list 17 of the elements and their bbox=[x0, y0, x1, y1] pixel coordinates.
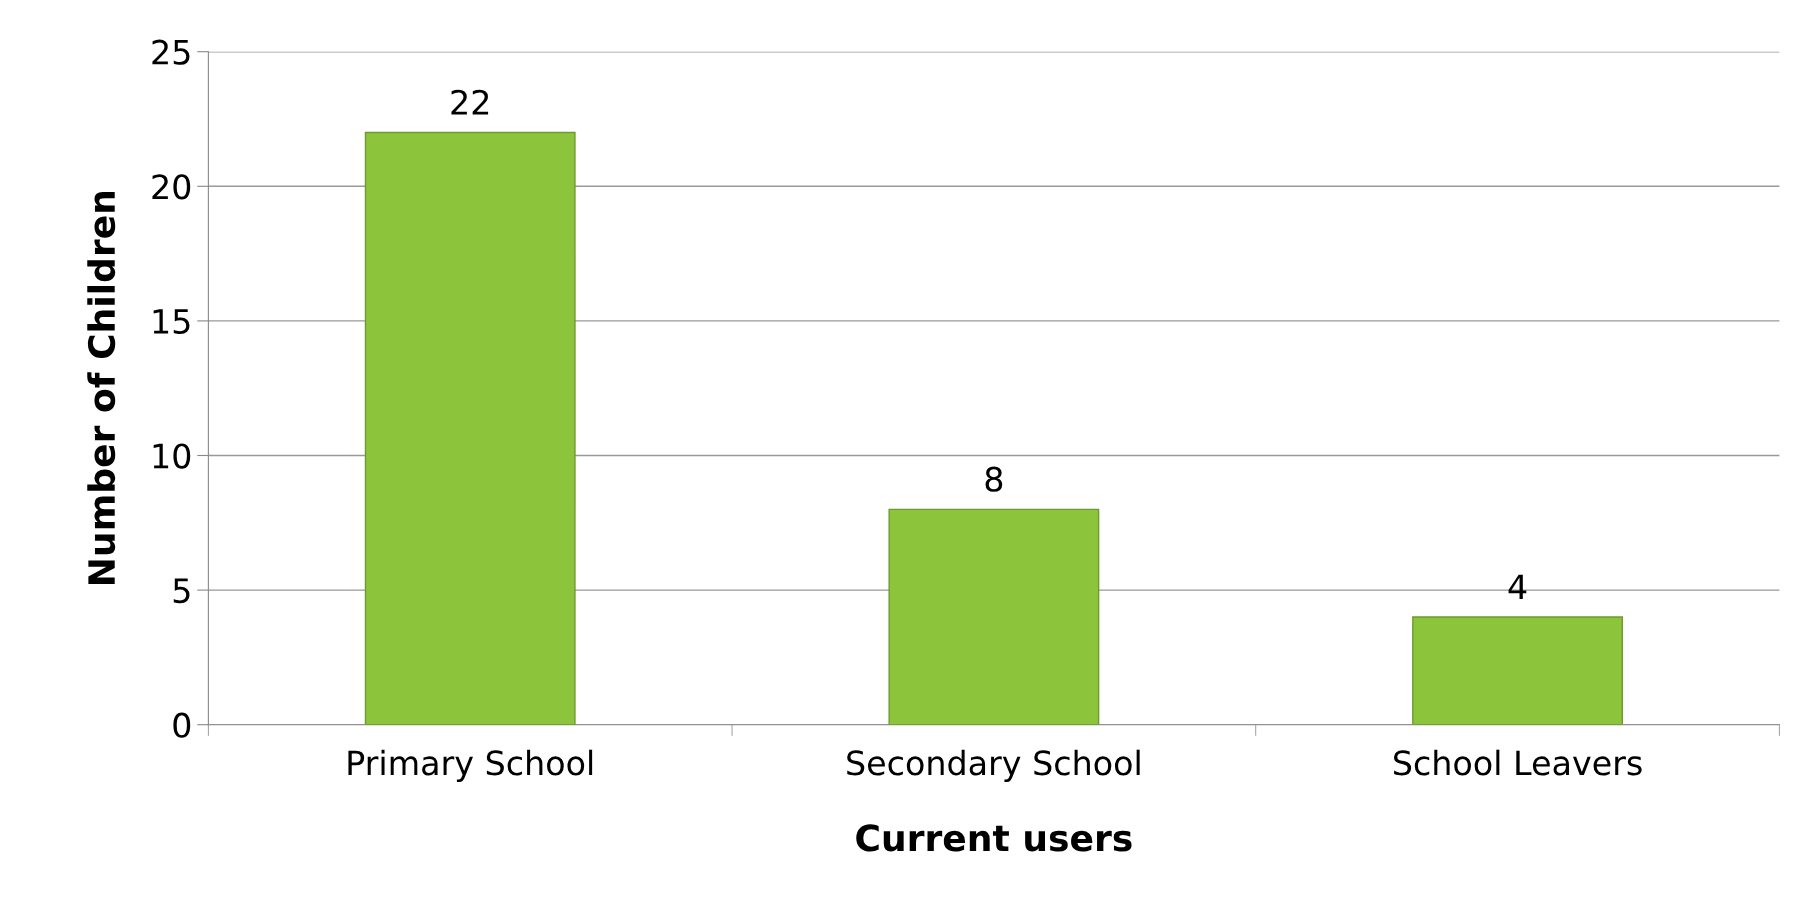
y-tick-label: 10 bbox=[153, 443, 191, 469]
bar bbox=[364, 131, 576, 725]
y-tick-label: 5 bbox=[173, 578, 190, 604]
y-tick-label: 15 bbox=[153, 309, 190, 335]
data-label: 22 bbox=[451, 89, 489, 115]
y-tick-label: 25 bbox=[152, 39, 190, 65]
x-tick-label: Primary School bbox=[348, 749, 593, 782]
y-axis-title: Number of Children bbox=[87, 191, 116, 584]
data-label: 8 bbox=[985, 466, 1003, 492]
y-tick-label: 0 bbox=[173, 712, 191, 738]
x-tick-label: Secondary School bbox=[847, 749, 1140, 782]
bar bbox=[1412, 616, 1623, 725]
y-tick-label: 20 bbox=[152, 174, 191, 200]
x-axis-title: Current users bbox=[856, 824, 1132, 852]
bar bbox=[888, 508, 1100, 725]
data-label: 4 bbox=[1508, 574, 1527, 599]
x-tick-label: School Leavers bbox=[1394, 749, 1642, 776]
